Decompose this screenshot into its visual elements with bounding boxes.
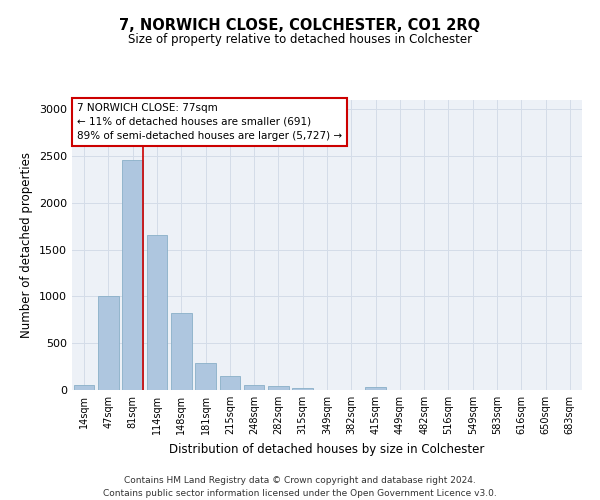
Bar xyxy=(195,363,216,390)
Bar xyxy=(74,385,94,390)
Bar xyxy=(146,234,167,390)
Bar xyxy=(98,296,119,390)
Bar xyxy=(292,388,313,390)
Text: Contains public sector information licensed under the Open Government Licence v3: Contains public sector information licen… xyxy=(103,488,497,498)
Bar xyxy=(171,314,191,390)
Bar xyxy=(268,386,289,390)
Y-axis label: Number of detached properties: Number of detached properties xyxy=(20,152,34,338)
Text: 7, NORWICH CLOSE, COLCHESTER, CO1 2RQ: 7, NORWICH CLOSE, COLCHESTER, CO1 2RQ xyxy=(119,18,481,32)
Text: 7 NORWICH CLOSE: 77sqm
← 11% of detached houses are smaller (691)
89% of semi-de: 7 NORWICH CLOSE: 77sqm ← 11% of detached… xyxy=(77,103,342,141)
Bar xyxy=(220,376,240,390)
Text: Contains HM Land Registry data © Crown copyright and database right 2024.: Contains HM Land Registry data © Crown c… xyxy=(124,476,476,485)
Text: Size of property relative to detached houses in Colchester: Size of property relative to detached ho… xyxy=(128,32,472,46)
Bar xyxy=(365,387,386,390)
X-axis label: Distribution of detached houses by size in Colchester: Distribution of detached houses by size … xyxy=(169,442,485,456)
Bar xyxy=(122,160,143,390)
Bar xyxy=(244,385,265,390)
